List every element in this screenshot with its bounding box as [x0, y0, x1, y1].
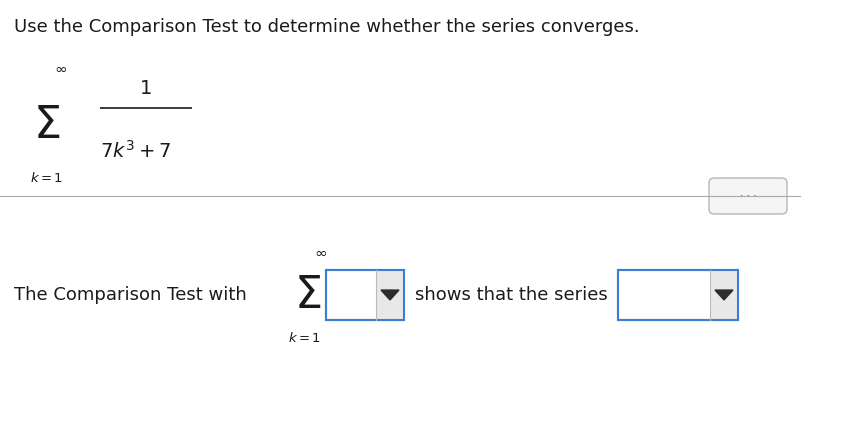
Text: $k = 1$: $k = 1$ [288, 331, 322, 345]
Text: $7k^3 + 7$: $7k^3 + 7$ [100, 140, 171, 162]
Bar [618, 270, 738, 320]
Polygon shape [715, 290, 733, 300]
Bar [326, 270, 404, 320]
Polygon shape [381, 290, 399, 300]
Text: $\Sigma$: $\Sigma$ [294, 273, 322, 317]
Text: $\infty$: $\infty$ [313, 245, 327, 259]
Text: $1$: $1$ [139, 78, 151, 98]
Text: · · ·: · · · [740, 191, 757, 201]
Text: The Comparison Test with: The Comparison Test with [14, 286, 247, 304]
Text: $k = 1$: $k = 1$ [31, 171, 64, 185]
FancyBboxPatch shape [709, 178, 787, 214]
Bar [326, 270, 404, 320]
Text: Use the Comparison Test to determine whether the series converges.: Use the Comparison Test to determine whe… [14, 18, 640, 36]
Bar [618, 270, 738, 320]
Text: shows that the series: shows that the series [415, 286, 608, 304]
Bar [710, 270, 738, 320]
Bar [376, 270, 404, 320]
Text: $\infty$: $\infty$ [54, 61, 66, 75]
Text: $\Sigma$: $\Sigma$ [33, 103, 60, 146]
